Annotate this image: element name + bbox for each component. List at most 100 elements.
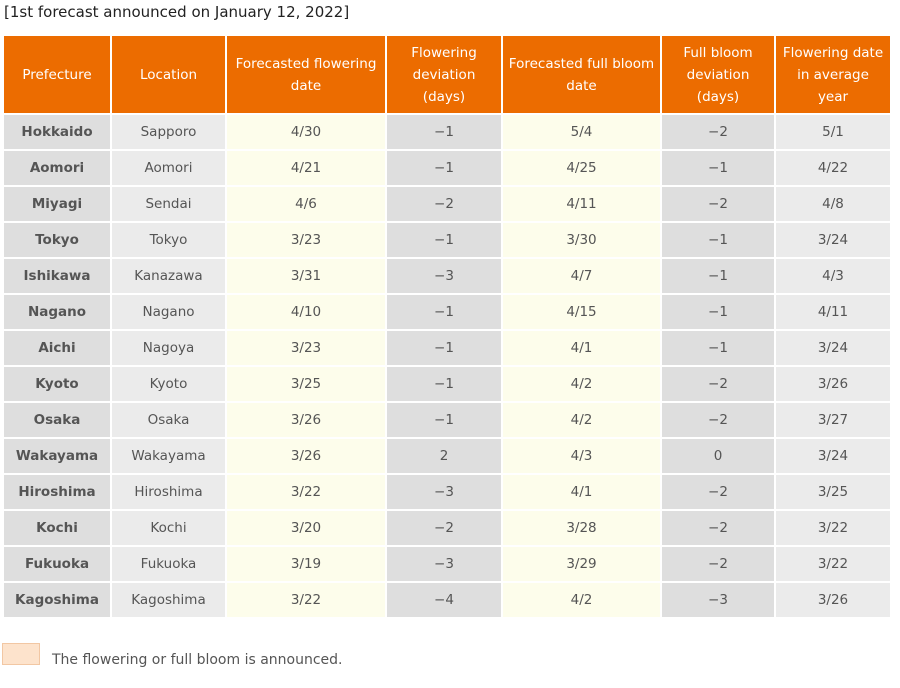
cell-prefecture: Kagoshima [4, 583, 110, 617]
cell-full-bloom-date: 5/4 [503, 115, 660, 149]
cell-average-date: 4/22 [776, 151, 890, 185]
cell-flowering-deviation: −1 [387, 331, 501, 365]
cell-prefecture: Aichi [4, 331, 110, 365]
header-row: Prefecture Location Forecasted flowering… [4, 36, 890, 113]
table-row: Nagano Nagano 4/10 −1 4/15 −1 4/11 [4, 295, 890, 329]
cell-flowering-deviation: 2 [387, 439, 501, 473]
cell-full-bloom-date: 4/2 [503, 583, 660, 617]
cell-flowering-date: 3/31 [227, 259, 385, 293]
table-caption: [1st forecast announced on January 12, 2… [4, 3, 350, 21]
cell-location: Wakayama [112, 439, 225, 473]
cell-average-date: 3/22 [776, 511, 890, 545]
cell-full-bloom-deviation: −2 [662, 511, 774, 545]
cell-flowering-deviation: −1 [387, 223, 501, 257]
table-row: Tokyo Tokyo 3/23 −1 3/30 −1 3/24 [4, 223, 890, 257]
cell-full-bloom-date: 4/1 [503, 331, 660, 365]
cell-average-date: 3/24 [776, 439, 890, 473]
cell-location: Fukuoka [112, 547, 225, 581]
cell-location: Kochi [112, 511, 225, 545]
cell-prefecture: Hokkaido [4, 115, 110, 149]
cell-prefecture: Tokyo [4, 223, 110, 257]
header-location: Location [112, 36, 225, 113]
cell-flowering-deviation: −2 [387, 187, 501, 221]
cell-full-bloom-date: 4/15 [503, 295, 660, 329]
cell-full-bloom-date: 4/1 [503, 475, 660, 509]
table-row: Hokkaido Sapporo 4/30 −1 5/4 −2 5/1 [4, 115, 890, 149]
cell-full-bloom-date: 4/2 [503, 403, 660, 437]
cell-flowering-date: 3/25 [227, 367, 385, 401]
cell-flowering-deviation: −3 [387, 547, 501, 581]
table-row: Kyoto Kyoto 3/25 −1 4/2 −2 3/26 [4, 367, 890, 401]
table-row: Miyagi Sendai 4/6 −2 4/11 −2 4/8 [4, 187, 890, 221]
cell-flowering-date: 3/19 [227, 547, 385, 581]
cell-full-bloom-deviation: −2 [662, 115, 774, 149]
cell-location: Osaka [112, 403, 225, 437]
cell-average-date: 3/22 [776, 547, 890, 581]
table-row: Wakayama Wakayama 3/26 2 4/3 0 3/24 [4, 439, 890, 473]
cell-flowering-date: 3/23 [227, 223, 385, 257]
table-row: Hiroshima Hiroshima 3/22 −3 4/1 −2 3/25 [4, 475, 890, 509]
cell-average-date: 3/26 [776, 367, 890, 401]
cell-average-date: 3/26 [776, 583, 890, 617]
cell-flowering-deviation: −1 [387, 151, 501, 185]
cell-flowering-date: 3/20 [227, 511, 385, 545]
cell-full-bloom-deviation: −3 [662, 583, 774, 617]
cell-location: Aomori [112, 151, 225, 185]
cell-average-date: 4/8 [776, 187, 890, 221]
cell-prefecture: Miyagi [4, 187, 110, 221]
cell-average-date: 3/27 [776, 403, 890, 437]
cell-full-bloom-deviation: −1 [662, 223, 774, 257]
header-average-flowering-date: Flowering date in average year [776, 36, 890, 113]
cell-full-bloom-date: 4/2 [503, 367, 660, 401]
cell-prefecture: Fukuoka [4, 547, 110, 581]
cell-full-bloom-deviation: −1 [662, 259, 774, 293]
cell-prefecture: Osaka [4, 403, 110, 437]
cell-full-bloom-deviation: −2 [662, 367, 774, 401]
table-row: Ishikawa Kanazawa 3/31 −3 4/7 −1 4/3 [4, 259, 890, 293]
cell-location: Nagoya [112, 331, 225, 365]
cell-full-bloom-deviation: 0 [662, 439, 774, 473]
cell-full-bloom-date: 3/28 [503, 511, 660, 545]
cell-flowering-date: 4/30 [227, 115, 385, 149]
cell-flowering-date: 3/26 [227, 439, 385, 473]
header-prefecture: Prefecture [4, 36, 110, 113]
cell-flowering-deviation: −3 [387, 475, 501, 509]
cell-flowering-deviation: −1 [387, 115, 501, 149]
cell-average-date: 5/1 [776, 115, 890, 149]
table-row: Fukuoka Fukuoka 3/19 −3 3/29 −2 3/22 [4, 547, 890, 581]
cell-full-bloom-deviation: −2 [662, 475, 774, 509]
cell-location: Sendai [112, 187, 225, 221]
cell-average-date: 4/11 [776, 295, 890, 329]
cell-flowering-deviation: −4 [387, 583, 501, 617]
cell-prefecture: Kochi [4, 511, 110, 545]
header-full-bloom-deviation: Full bloom deviation (days) [662, 36, 774, 113]
cell-prefecture: Hiroshima [4, 475, 110, 509]
cell-flowering-deviation: −1 [387, 295, 501, 329]
cell-full-bloom-date: 4/25 [503, 151, 660, 185]
table-row: Aichi Nagoya 3/23 −1 4/1 −1 3/24 [4, 331, 890, 365]
forecast-table: Prefecture Location Forecasted flowering… [2, 34, 892, 619]
cell-prefecture: Aomori [4, 151, 110, 185]
cell-location: Kyoto [112, 367, 225, 401]
cell-prefecture: Wakayama [4, 439, 110, 473]
header-flowering-deviation: Flowering deviation (days) [387, 36, 501, 113]
table-row: Osaka Osaka 3/26 −1 4/2 −2 3/27 [4, 403, 890, 437]
cell-flowering-deviation: −2 [387, 511, 501, 545]
cell-flowering-date: 4/6 [227, 187, 385, 221]
cell-location: Tokyo [112, 223, 225, 257]
cell-average-date: 3/24 [776, 331, 890, 365]
cell-full-bloom-deviation: −1 [662, 331, 774, 365]
cell-full-bloom-deviation: −1 [662, 151, 774, 185]
cell-flowering-date: 3/23 [227, 331, 385, 365]
table-body: Hokkaido Sapporo 4/30 −1 5/4 −2 5/1 Aomori Aomor… [4, 115, 890, 617]
cell-location: Nagano [112, 295, 225, 329]
cell-full-bloom-date: 4/3 [503, 439, 660, 473]
cell-prefecture: Ishikawa [4, 259, 110, 293]
cell-full-bloom-date: 4/11 [503, 187, 660, 221]
cell-flowering-deviation: −1 [387, 367, 501, 401]
legend-text: The flowering or full bloom is announced… [52, 652, 343, 668]
cell-flowering-deviation: −1 [387, 403, 501, 437]
cell-full-bloom-deviation: −2 [662, 403, 774, 437]
cell-flowering-date: 3/26 [227, 403, 385, 437]
table-row: Aomori Aomori 4/21 −1 4/25 −1 4/22 [4, 151, 890, 185]
